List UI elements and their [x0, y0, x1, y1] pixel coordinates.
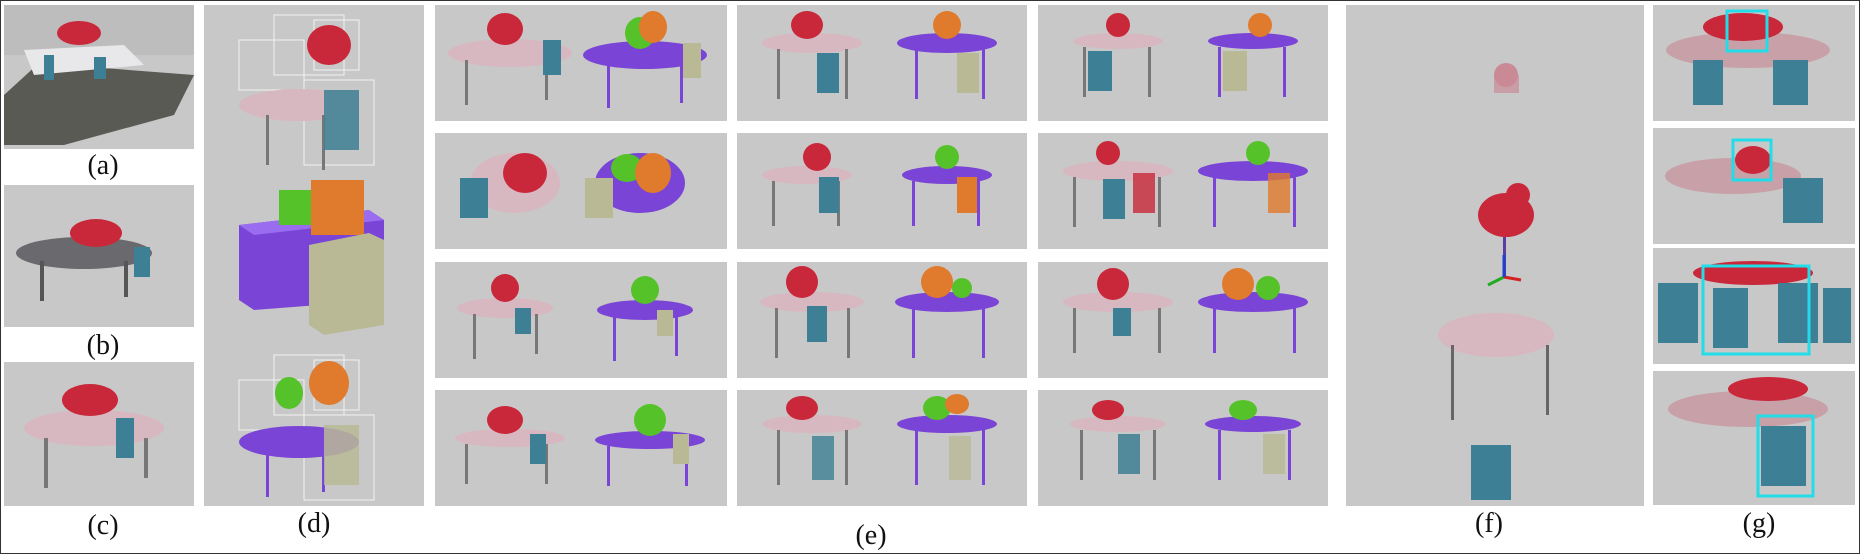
panel-c-image: [4, 362, 194, 506]
panel-e-3-3: [1038, 262, 1328, 378]
label-b: (b): [86, 330, 120, 361]
panel-e-1-1: [435, 5, 727, 121]
panel-e-1-3: [435, 262, 727, 378]
label-d: (d): [297, 508, 331, 539]
label-a: (a): [87, 150, 119, 181]
panel-e-3-2: [1038, 133, 1328, 249]
panel-e-2-2: [737, 133, 1027, 249]
panel-e-2-1: [737, 5, 1027, 121]
panel-e-1-2: [435, 133, 727, 249]
panel-e-3-4: [1038, 390, 1328, 506]
panel-a-image: [4, 5, 194, 149]
panel-e-2-4: [737, 390, 1027, 506]
panel-g-4: [1653, 371, 1855, 505]
panel-g-2: [1653, 128, 1855, 244]
panel-g-1: [1653, 5, 1855, 121]
panel-e-1-4: [435, 390, 727, 506]
label-c: (c): [87, 510, 119, 541]
panel-e-3-1: [1038, 5, 1328, 121]
panel-e-2-3: [737, 262, 1027, 378]
panel-g-3: [1653, 248, 1855, 364]
panel-b-image: [4, 185, 194, 327]
panel-d-image: [204, 5, 424, 506]
label-e: (e): [855, 520, 887, 551]
label-g: (g): [1742, 508, 1776, 539]
label-f: (f): [1475, 508, 1503, 539]
panel-f-image: [1346, 5, 1644, 506]
